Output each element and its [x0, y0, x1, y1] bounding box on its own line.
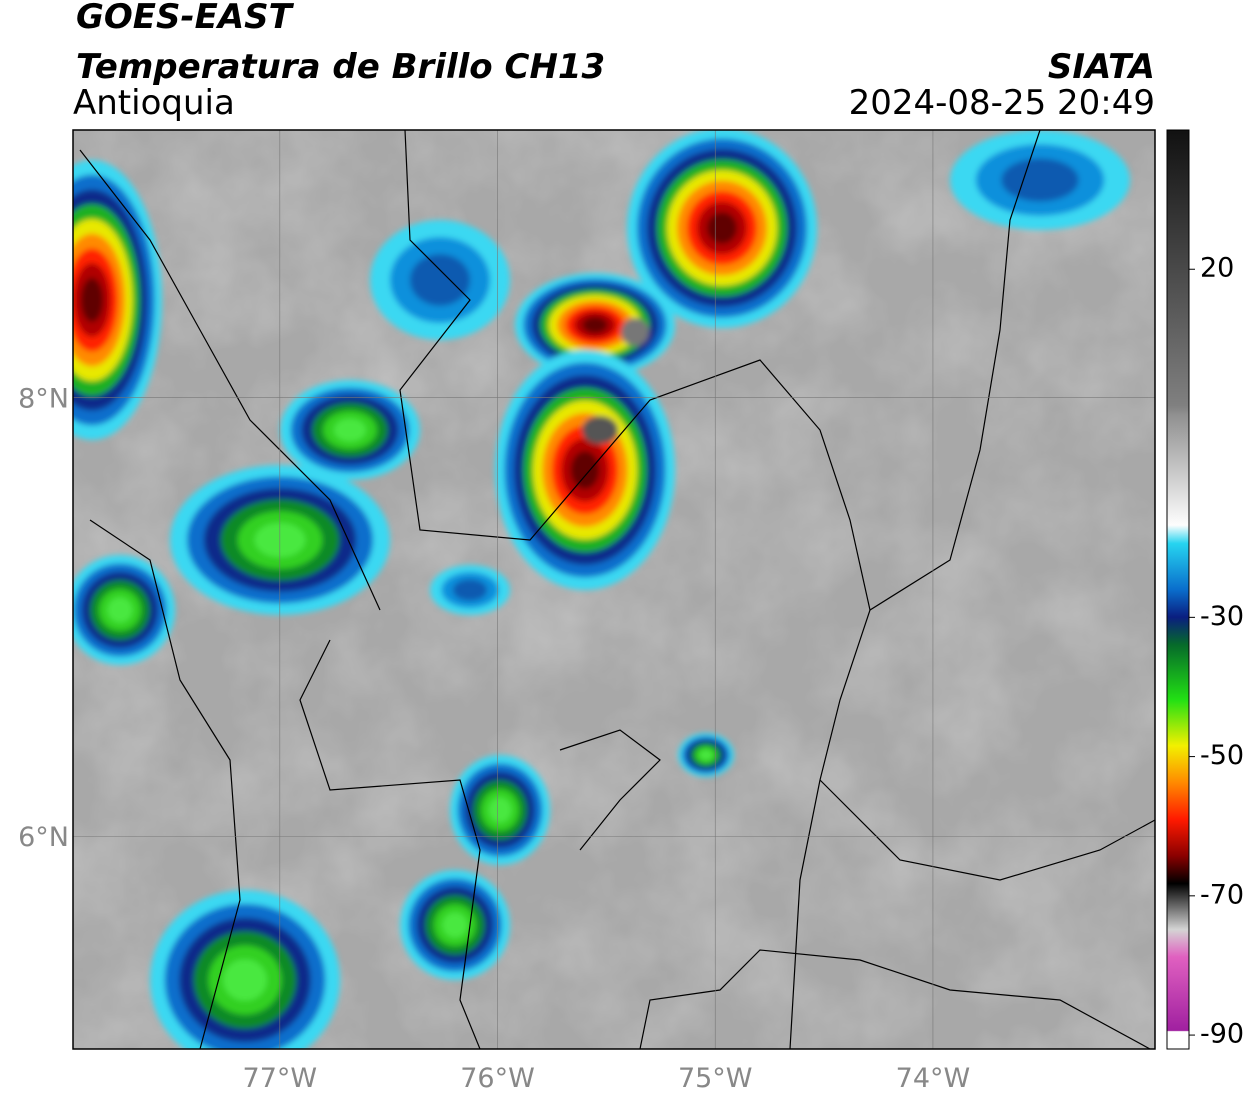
border-line	[819, 779, 1155, 881]
map-frame	[72, 129, 1156, 1050]
y-tick-label: 6°N	[18, 822, 69, 853]
storm-layer	[333, 418, 367, 442]
colorbar-tick-label: -30	[1200, 601, 1244, 632]
datetime-label: 2024-08-25 20:49	[849, 83, 1155, 123]
border-line	[639, 949, 1151, 1049]
border-line	[559, 729, 661, 851]
region-label: Antioquia	[73, 83, 235, 123]
y-tick-label: 8°N	[18, 384, 69, 415]
colorbar-tick-label: -90	[1200, 1019, 1244, 1050]
colorbar-tick-label: 20	[1200, 253, 1234, 284]
map-area	[73, 130, 1155, 1049]
coastline	[79, 149, 381, 611]
storm-layer	[699, 749, 713, 761]
x-tick-label: 75°W	[678, 1063, 753, 1094]
storm-layer	[1001, 158, 1079, 202]
border-line	[399, 130, 1041, 611]
x-tick-label: 74°W	[896, 1063, 971, 1094]
storm-layer	[107, 597, 133, 623]
storm-layer	[582, 316, 608, 334]
satellite-title: GOES-EAST	[76, 0, 295, 37]
product-title: Temperatura de Brillo CH13	[76, 47, 605, 87]
storm-layer	[410, 254, 470, 306]
storm-layer	[570, 451, 600, 489]
colorbar	[1166, 129, 1190, 1050]
storm-layer	[442, 912, 468, 938]
storm-layer	[80, 277, 104, 323]
colorbar-ticks: 20 -30 -50 -70 -90	[1189, 253, 1244, 1050]
border-line	[299, 639, 481, 1049]
colorbar-tick-label: -70	[1200, 879, 1244, 910]
storm-layer	[452, 579, 488, 601]
x-tick-label: 77°W	[243, 1063, 318, 1094]
borders	[79, 130, 1155, 1049]
coastline	[89, 519, 241, 1049]
source-label: SIATA	[1048, 47, 1155, 87]
colorbar-tick-label: -50	[1200, 740, 1244, 771]
storm-layer	[707, 212, 737, 244]
graticule	[73, 130, 1155, 1049]
storm-core	[582, 416, 618, 444]
storm-core	[621, 318, 649, 346]
x-tick-label: 76°W	[460, 1063, 535, 1094]
storm-layer	[488, 797, 512, 823]
storm-layer	[223, 959, 267, 1001]
